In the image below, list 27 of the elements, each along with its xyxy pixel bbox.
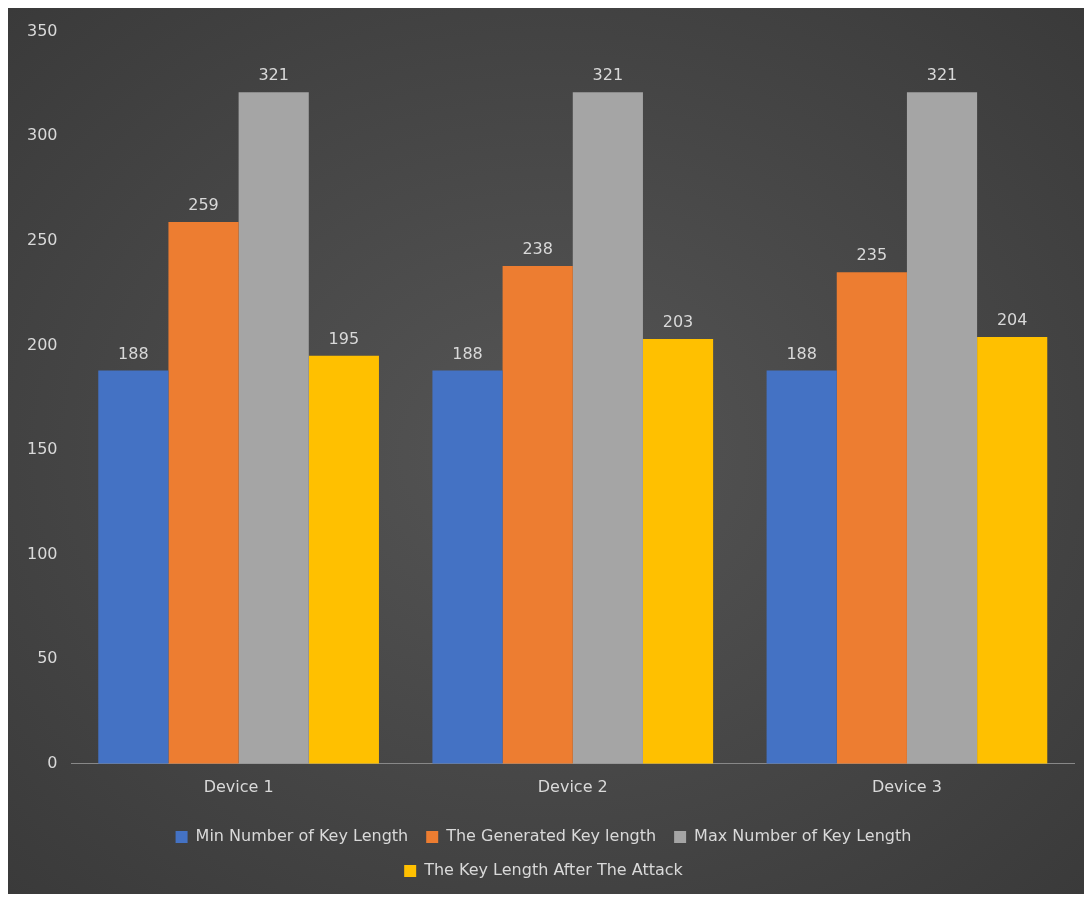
- y-tick-label: 200: [26, 334, 58, 354]
- data-label: 203: [662, 312, 694, 332]
- x-tick-label: Device 1: [203, 776, 274, 796]
- data-label: 321: [258, 65, 289, 85]
- data-label: 195: [328, 329, 360, 349]
- y-tick-label: 150: [26, 439, 58, 459]
- y-tick-label: 0: [47, 752, 58, 772]
- y-tick-label: 50: [37, 648, 58, 668]
- legend-label: The Generated Key length: [445, 826, 657, 846]
- x-tick-label: Device 2: [537, 776, 608, 796]
- data-label: 321: [926, 65, 958, 85]
- legend-label: Max Number of Key Length: [694, 826, 912, 846]
- data-label: 235: [856, 245, 888, 265]
- data-label: 259: [188, 195, 219, 215]
- x-tick-label: Device 3: [871, 776, 942, 796]
- data-label: 204: [996, 310, 1028, 330]
- legend-label: The Key Length After The Attack: [423, 860, 684, 880]
- data-label: 188: [118, 343, 149, 363]
- data-label: 188: [452, 343, 483, 363]
- y-tick-label: 100: [26, 543, 58, 563]
- data-label: 238: [522, 239, 553, 259]
- y-tick-label: 350: [26, 20, 58, 40]
- y-tick-label: 300: [26, 125, 58, 145]
- data-label: 321: [592, 65, 624, 85]
- data-label: 188: [786, 343, 817, 363]
- legend-label: Min Number of Key Length: [195, 826, 409, 846]
- y-tick-label: 250: [26, 229, 58, 249]
